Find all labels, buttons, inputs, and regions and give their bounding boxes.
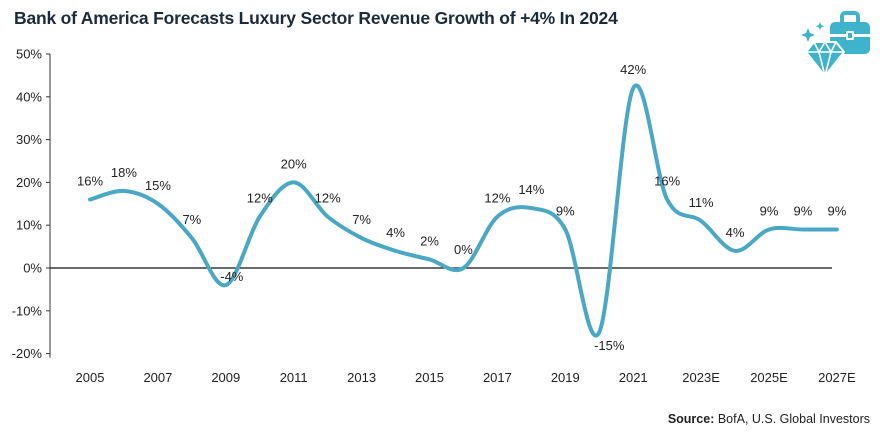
x-tick-label: 2013 [347,370,376,385]
x-tick-label: 2007 [143,370,172,385]
y-tick-label: -20% [12,346,43,361]
data-label: 16% [654,174,680,189]
data-label: 9% [794,203,813,218]
data-label: 4% [386,225,405,240]
data-label: 20% [281,156,307,171]
y-tick-label: 50% [16,47,42,62]
data-label: 16% [77,174,103,189]
x-tick-label: 2009 [211,370,240,385]
y-tick-label: 20% [16,175,42,190]
data-labels: 16% 18% 15% 7% -4% 12% 20% 12% 7% 4% 2% 0% 12% 14% 9% -… [77,62,847,353]
data-label: 9% [828,203,847,218]
y-tick-label: 30% [16,132,42,147]
data-label: 18% [111,165,137,180]
x-tick-label: 2015 [415,370,444,385]
data-label: 12% [484,191,510,206]
x-tick-label: 2019 [551,370,580,385]
data-label: 12% [247,191,273,206]
x-tick-label: 2011 [280,370,308,385]
y-tick-label: -10% [12,303,43,318]
data-label: 7% [182,212,201,227]
x-tick-label: 2025E [750,370,788,385]
data-label: 42% [620,62,646,77]
revenue-growth-line [88,83,839,338]
data-label: 7% [352,212,371,227]
x-tick-label: 2005 [76,370,105,385]
luxury-briefcase-diamond-icon [800,6,878,82]
source-note: Source: BofA, U.S. Global Investors [668,412,870,426]
data-label: 12% [315,191,341,206]
source-text: BofA, U.S. Global Investors [717,412,870,426]
data-label: 14% [518,182,544,197]
data-label: 4% [726,225,745,240]
x-tick-label: 2023E [682,370,720,385]
data-label: 0% [454,242,473,257]
source-label: Source: [667,412,715,426]
data-label: -4% [220,269,244,284]
chart-title: Bank of America Forecasts Luxury Sector … [14,8,618,28]
data-label: -15% [594,338,625,353]
x-tick-label: 2027E [818,370,856,385]
data-label: 9% [760,203,779,218]
y-tick-label: 40% [16,89,42,104]
data-label: 9% [556,203,575,218]
x-axis-tick-labels: 2005 2007 2009 2011 2013 2015 2017 2019 2021 2023… [76,370,856,385]
x-tick-label: 2017 [483,370,512,385]
data-label: 11% [689,195,714,210]
y-tick-label: 0% [23,261,42,276]
data-label: 2% [420,233,439,248]
y-tick-label: 10% [16,218,42,233]
data-label: 15% [145,178,171,193]
x-tick-label: 2021 [619,370,648,385]
axes-group [46,53,832,358]
y-axis-tick-labels: 50% 40% 30% 20% 10% 0% -10% -20% [12,47,43,362]
